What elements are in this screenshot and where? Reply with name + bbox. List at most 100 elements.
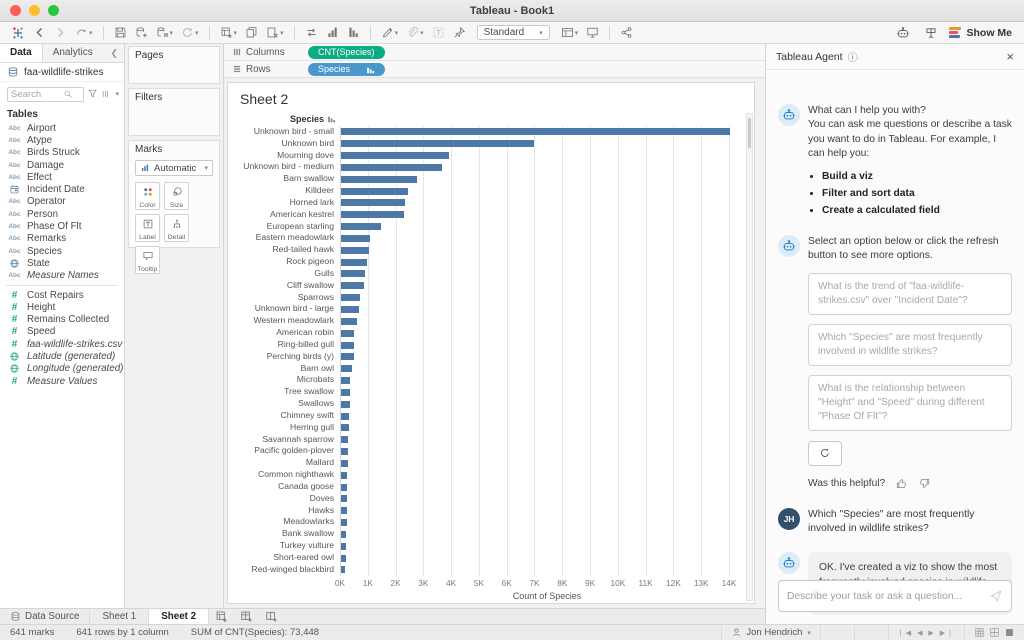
bar-perching-birds-y-[interactable] [341,353,354,361]
species-label[interactable]: European starling [266,220,334,231]
bar-hawks[interactable] [341,507,347,515]
species-label[interactable]: Turkey vulture [279,539,334,550]
species-label[interactable]: Unknown bird - medium [243,161,334,172]
label-button[interactable]: Label [135,214,160,242]
species-label[interactable]: Hawks [308,504,334,515]
user-menu[interactable]: Jon Hendrich ▾ [721,625,820,640]
field-item[interactable]: Abc Measure Names [8,270,99,282]
agent-toolbar-icon[interactable] [893,25,913,41]
species-label[interactable]: Herring gull [290,421,334,432]
detail-button[interactable]: Detail [164,214,189,242]
bar-cliff-swallow[interactable] [341,282,364,290]
field-item[interactable]: # Remains Collected [0,313,124,325]
species-label[interactable]: Unknown bird - large [254,303,334,314]
forward-button[interactable] [51,25,70,40]
device-preview-icon[interactable] [921,25,941,41]
share-button[interactable] [617,25,636,40]
species-label[interactable]: Red-winged blackbird [251,563,334,574]
bar-sparrows[interactable] [341,294,361,302]
bar-rock-pigeon[interactable] [341,258,367,266]
collapse-pane-icon[interactable]: ❮ [110,48,118,58]
bar-tree-swallow[interactable] [341,388,351,396]
mark-type-dropdown[interactable]: Automatic ▾ [135,160,213,176]
split-view-icon[interactable] [989,627,1000,638]
species-label[interactable]: Horned lark [289,196,334,207]
field-item[interactable]: Longitude (generated) [0,363,124,375]
field-item[interactable]: # Cost Repairs [0,289,124,301]
species-label[interactable]: Chimney swift [280,409,334,420]
bar-swallows[interactable] [341,400,350,408]
suggestion-option[interactable]: What is the trend of "faa-wildlife-strik… [808,272,1012,315]
bar-american-robin[interactable] [341,329,355,337]
rows-shelf[interactable]: Rows Species [224,61,765,78]
new-story-button[interactable] [259,610,284,623]
chart-scrollbar[interactable] [746,113,753,601]
swap-rows-columns-button[interactable] [302,25,321,40]
back-button[interactable] [30,25,49,40]
species-label[interactable]: Sparrows [297,291,334,302]
bar-gulls[interactable] [341,270,366,278]
pause-auto-updates-button[interactable]: ▾ [153,25,177,40]
field-item[interactable]: Abc Species [8,245,62,257]
agent-close-icon[interactable]: × [1006,49,1014,64]
field-item[interactable]: Abc Remarks [8,233,67,245]
field-item[interactable]: Abc Effect [8,171,52,183]
redo-button[interactable]: ▾ [72,25,96,40]
species-label[interactable]: Gulls [314,267,334,278]
field-item[interactable]: Abc Atype [8,134,53,146]
species-label[interactable]: Short-eared owl [273,551,334,562]
fix-axes-button[interactable] [450,25,469,40]
bar-western-meadowlark[interactable] [341,317,357,325]
species-label[interactable]: Swallows [298,398,334,409]
close-window-button[interactable] [10,5,21,16]
playback-controls[interactable]: ❘◀ ◀ ▶ ▶❘ [887,625,964,640]
refresh-suggestions-button[interactable] [808,441,842,467]
species-label[interactable]: Red-tailed hawk [272,244,334,255]
view-toggle-icons[interactable] [964,625,1024,640]
filters-shelf[interactable]: Filters [128,88,220,136]
bar-unknown-bird[interactable] [341,140,535,148]
bar-red-tailed-hawk[interactable] [341,246,369,254]
field-item[interactable]: # Measure Values [0,375,124,387]
species-label[interactable]: Western meadowlark [253,315,334,326]
search-input[interactable] [11,88,63,100]
species-label[interactable]: Savannah sparrow [262,433,334,444]
species-label[interactable]: Unknown bird - small [253,126,334,136]
field-item[interactable]: Incident Date [0,183,124,195]
bar-canada-goose[interactable] [341,483,348,491]
field-item[interactable]: # Speed [0,326,124,338]
species-label[interactable]: Canada goose [278,480,334,491]
species-label[interactable]: Tree swallow [284,386,334,397]
species-column-header[interactable]: Species [240,111,340,126]
full-view-icon[interactable] [1004,627,1015,638]
suggestion-option[interactable]: What is the relationship between "Height… [808,374,1012,432]
bar-ring-billed-gull[interactable] [341,341,354,349]
size-button[interactable]: Size [164,182,189,210]
agent-info-icon[interactable]: ⓘ [847,53,858,64]
bar-eastern-meadowlark[interactable] [341,234,371,242]
species-label[interactable]: Killdeer [305,185,334,196]
field-item[interactable]: Abc Airport [8,122,56,134]
bar-short-eared-owl[interactable] [341,554,346,562]
bar-barn-swallow[interactable] [341,175,418,183]
show-me-button[interactable]: Show Me [949,27,1012,39]
rows-pill-species[interactable]: Species [308,62,386,76]
species-label[interactable]: Cliff swallow [286,279,334,290]
bar-unknown-bird-medium[interactable] [341,163,443,171]
field-item[interactable]: State [0,257,124,269]
highlight-button[interactable]: ▾ [378,25,402,40]
agent-input-box[interactable] [778,580,1012,612]
bar-microbats[interactable] [341,377,351,385]
tab-data[interactable]: Data [0,44,43,62]
datasource-item[interactable]: faa-wildlife-strikes [0,63,124,82]
bar-horned-lark[interactable] [341,199,405,207]
color-button[interactable]: Color [135,182,160,210]
new-worksheet-tab-button[interactable] [209,610,234,623]
tableau-logo[interactable] [8,25,28,41]
thumbs-up-icon[interactable] [895,477,908,491]
species-label[interactable]: American robin [276,327,334,338]
new-data-source-button[interactable] [132,25,151,40]
bar-savannah-sparrow[interactable] [341,436,349,444]
field-item[interactable]: Abc Damage [8,159,65,171]
presentation-mode-button[interactable] [583,25,602,40]
